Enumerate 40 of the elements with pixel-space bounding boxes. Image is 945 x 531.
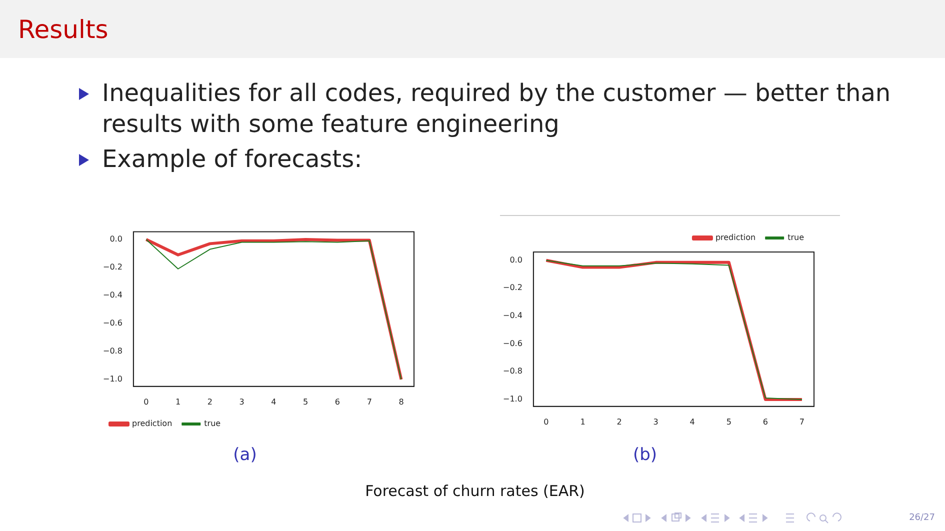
text: (b) xyxy=(632,445,658,465)
x-tick-label: 0 xyxy=(544,417,549,426)
legend-label: true xyxy=(788,233,804,242)
text: 26/27 xyxy=(909,513,935,523)
x-tick-label: 4 xyxy=(271,397,276,406)
text: (a) xyxy=(232,445,258,465)
text: Results xyxy=(18,15,108,44)
x-tick-label: 6 xyxy=(334,397,340,406)
y-tick-label: −1.0 xyxy=(502,394,522,404)
x-tick-label: 2 xyxy=(616,417,622,426)
y-tick-label: −0.6 xyxy=(502,338,522,348)
text: Inequalities for all codes, required by the customer — better than results with some feature engineering xyxy=(102,79,891,138)
legend-label: prediction xyxy=(132,419,172,428)
y-tick-label: 0.0 xyxy=(110,234,122,244)
x-tick-label: 1 xyxy=(176,397,181,406)
y-tick-label: −0.2 xyxy=(102,262,122,272)
y-tick-label: −0.6 xyxy=(102,318,122,328)
x-tick-label: 3 xyxy=(653,417,658,426)
x-tick-label: 4 xyxy=(690,417,695,426)
y-tick-label: −0.8 xyxy=(502,366,522,376)
x-tick-label: 2 xyxy=(207,397,212,406)
legend-label: true xyxy=(204,419,221,428)
y-tick-label: −1.0 xyxy=(102,374,122,384)
x-tick-label: 5 xyxy=(726,417,732,426)
x-tick-label: 7 xyxy=(799,417,804,426)
y-tick-label: 0.0 xyxy=(510,255,522,264)
x-tick-label: 0 xyxy=(144,397,149,406)
y-tick-label: −0.2 xyxy=(502,283,522,292)
y-tick-label: −0.4 xyxy=(102,290,122,300)
y-tick-label: −0.4 xyxy=(502,311,522,320)
legend-label: prediction xyxy=(715,233,756,242)
x-tick-label: 7 xyxy=(366,397,372,406)
y-tick-label: −0.8 xyxy=(102,346,122,356)
x-tick-label: 1 xyxy=(580,417,586,426)
x-tick-label: 3 xyxy=(239,397,244,406)
x-tick-label: 5 xyxy=(303,397,308,406)
text: Example of forecasts: xyxy=(102,145,362,173)
x-tick-label: 8 xyxy=(398,397,404,406)
x-tick-label: 6 xyxy=(762,417,768,426)
text: Forecast of churn rates (EAR) xyxy=(364,482,586,500)
